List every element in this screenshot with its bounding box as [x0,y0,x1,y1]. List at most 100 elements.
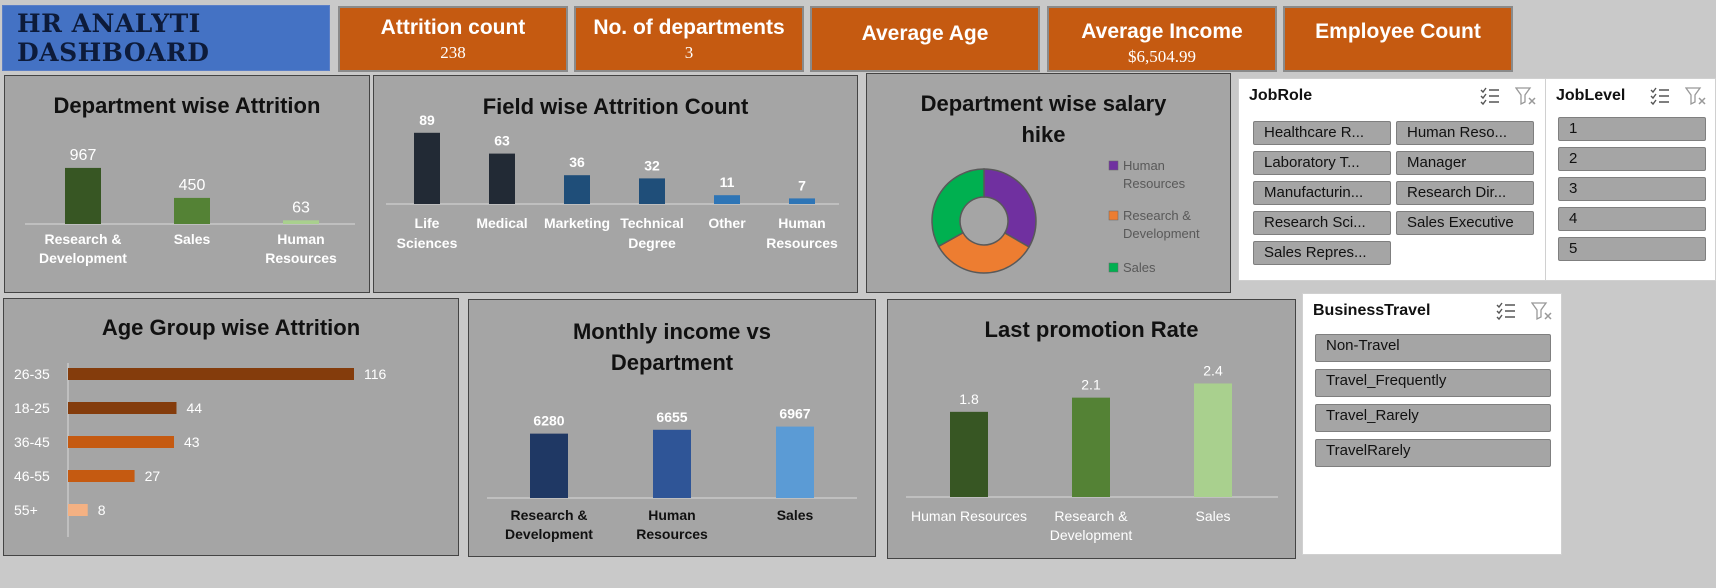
clear-filter-icon[interactable] [1685,86,1707,106]
category-label: 36-45 [14,434,50,450]
bar [530,433,568,498]
chart-panel-promotion-rate[interactable]: Last promotion Rate 1.8 Human Resources 2.… [887,299,1296,559]
data-label: 43 [184,434,200,450]
category-label: 26-35 [14,366,50,382]
salary-hike-chart: Human Resources Research & Development Sales [931,158,1200,275]
slicer-title: JobRole [1249,87,1313,104]
data-label: 1.8 [959,391,979,407]
slicer-item[interactable]: Travel_Frequently [1315,369,1551,397]
kpi-label: Average Age [861,22,989,45]
legend-swatch [1108,210,1119,221]
data-label: 44 [186,400,202,416]
age-attrition-chart: 26-35 116 18-25 44 36-45 43 46-55 27 55+ 8 [14,363,387,537]
category-label: 55+ [14,502,38,518]
dept-attrition-chart: 967 Research & Development 450 Sales 63 Human R… [25,147,355,266]
bar [65,167,101,224]
data-label: 11 [720,174,735,190]
kpi-value: 3 [684,43,694,62]
category-label: Other [708,215,746,231]
slicer-title: BusinessTravel [1313,302,1431,319]
legend-swatch [1108,160,1119,171]
slicer-item[interactable]: Manager [1396,151,1534,175]
slicer-item[interactable]: 4 [1558,207,1706,231]
slicer-item[interactable]: Laboratory T... [1253,151,1391,175]
bar [68,368,354,380]
bar [564,175,590,204]
data-label: 6280 [533,413,564,429]
slicer-item[interactable]: Travel_Rarely [1315,404,1551,432]
chart-panel-income-dept[interactable]: Monthly income vs Department 6280 Researc… [468,299,876,557]
slicer-joblevel[interactable]: JobLevel 1 2 3 4 5 [1545,78,1716,281]
category-label: Sales [777,507,814,523]
category-label: Life Sciences [397,215,458,251]
field-attrition-chart: 89 Life Sciences 63 Medical 36 Marketing 32 Tech… [386,112,839,251]
data-label: 6967 [779,406,810,422]
kpi-label: No. of departments [593,16,785,39]
kpi-label: Average Income [1081,20,1243,43]
bar [639,178,665,204]
data-label: 7 [798,177,806,193]
bar [489,153,515,204]
slicer-item[interactable]: 3 [1558,177,1706,201]
data-label: 63 [494,133,510,149]
slicer-item[interactable]: Sales Executive [1396,211,1534,235]
data-label: 116 [364,366,387,382]
slicer-item[interactable]: Research Sci... [1253,211,1391,235]
bar [1072,397,1110,497]
kpi-average-income: Average Income $6,504.99 [1047,6,1277,72]
slicer-item[interactable]: Non-Travel [1315,334,1551,362]
bar [414,132,440,204]
data-label: 36 [569,154,585,170]
slicer-item[interactable]: Human Reso... [1396,121,1534,145]
category-label: Human Resources [911,508,1027,524]
slicer-item[interactable]: Research Dir... [1396,181,1534,205]
kpi-value: $6,504.99 [1128,47,1196,66]
data-label: 2.1 [1081,377,1101,393]
bar [174,197,210,224]
data-label: 2.4 [1203,362,1223,378]
kpi-label: Employee Count [1315,20,1481,43]
category-label: 18-25 [14,400,50,416]
slicer-businesstravel[interactable]: BusinessTravel Non-Travel Travel_Frequent… [1302,293,1562,555]
slicer-item[interactable]: Sales Repres... [1253,241,1391,265]
data-label: 63 [292,199,310,216]
slicer-item[interactable]: Manufacturin... [1253,181,1391,205]
kpi-employee-count: Employee Count [1283,6,1513,72]
data-label: 8 [98,502,106,518]
chart-panel-dept-attrition[interactable]: Department wise Attrition 967 Research & D… [4,75,370,293]
data-label: 89 [419,112,435,128]
bar [789,198,815,204]
data-label: 967 [70,147,97,164]
category-label: Technical Degree [620,215,684,251]
legend-label: Human Resources [1123,158,1186,191]
category-label: Human Resources [636,507,708,542]
category-label: 46-55 [14,468,50,484]
multi-select-icon[interactable] [1649,86,1671,106]
slicer-item[interactable]: 2 [1558,147,1706,171]
data-label: 32 [644,157,660,173]
chart-title: Field wise Attrition Count [482,94,749,119]
kpi-departments: No. of departments 3 [574,6,804,72]
chart-panel-field-attrition[interactable]: Field wise Attrition Count 89 Life Science… [373,75,858,293]
data-label: 27 [145,468,161,484]
bar [68,402,177,414]
clear-filter-icon[interactable] [1515,86,1537,106]
multi-select-icon[interactable] [1495,301,1517,321]
category-label: Human Resources [766,215,838,251]
dashboard-title: HR ANALYTI DASHBOARD [17,9,210,67]
multi-select-icon[interactable] [1479,86,1501,106]
slicer-item[interactable]: TravelRarely [1315,439,1551,467]
chart-panel-age-attrition[interactable]: Age Group wise Attrition 26-35 116 18-25 44… [3,298,459,556]
slicer-item[interactable]: 5 [1558,237,1706,261]
category-label: Research & Development [505,507,593,542]
slicer-item[interactable]: 1 [1558,117,1706,141]
slicer-jobrole[interactable]: JobRole Healthcare R... Human Reso... Labo… [1238,78,1546,281]
dashboard-title-banner: HR ANALYTI DASHBOARD [2,5,330,71]
chart-title: Department wise salary hike [920,91,1167,147]
kpi-label: Attrition count [380,16,526,39]
slicer-item[interactable]: Healthcare R... [1253,121,1391,145]
category-label: Human Resources [265,231,337,266]
chart-title: Last promotion Rate [984,317,1199,342]
clear-filter-icon[interactable] [1531,301,1553,321]
chart-panel-salary-hike[interactable]: Department wise salary hike Human Resourc… [866,73,1231,293]
